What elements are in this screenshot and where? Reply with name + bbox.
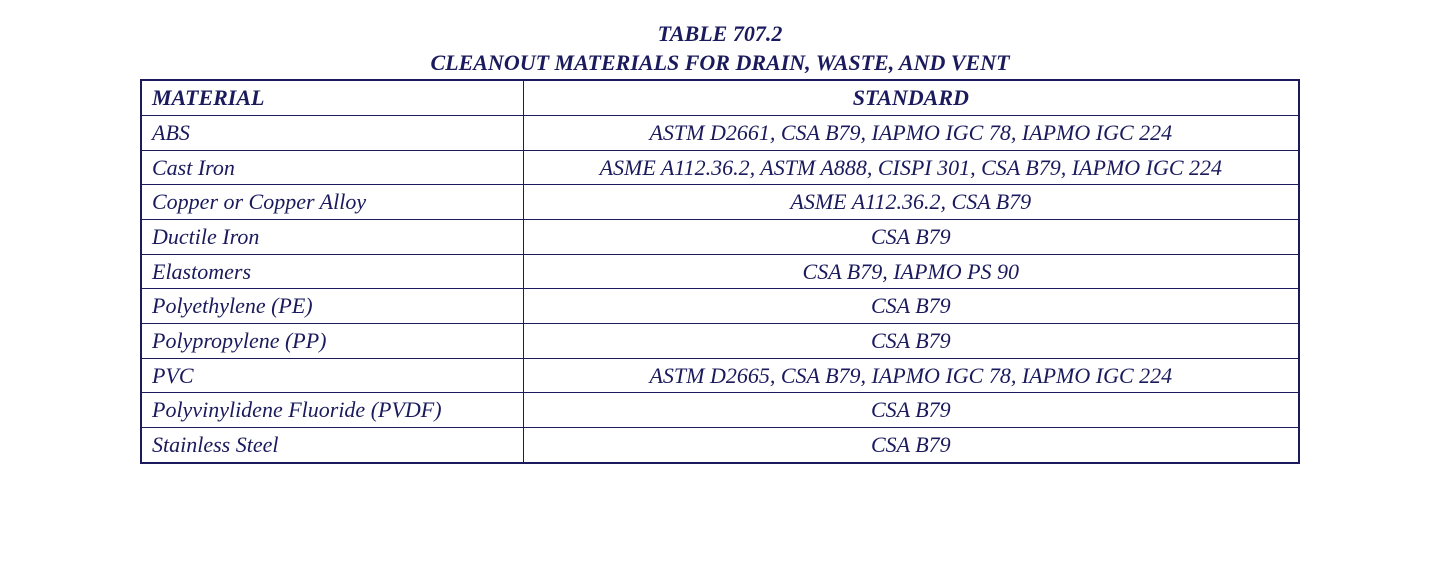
cell-material: Cast Iron (141, 150, 523, 185)
cell-standard: CSA B79 (523, 393, 1299, 428)
cell-material: Stainless Steel (141, 428, 523, 463)
table-number: TABLE 707.2 (140, 20, 1300, 49)
table-title: CLEANOUT MATERIALS FOR DRAIN, WASTE, AND… (140, 49, 1300, 78)
table-row: ABS ASTM D2661, CSA B79, IAPMO IGC 78, I… (141, 115, 1299, 150)
table-row: Elastomers CSA B79, IAPMO PS 90 (141, 254, 1299, 289)
cell-standard: CSA B79 (523, 428, 1299, 463)
table-header-row: MATERIAL STANDARD (141, 80, 1299, 115)
cell-standard: ASTM D2665, CSA B79, IAPMO IGC 78, IAPMO… (523, 358, 1299, 393)
cell-standard: ASME A112.36.2, CSA B79 (523, 185, 1299, 220)
cell-material: Polypropylene (PP) (141, 324, 523, 359)
table-row: Stainless Steel CSA B79 (141, 428, 1299, 463)
table-row: Polyvinylidene Fluoride (PVDF) CSA B79 (141, 393, 1299, 428)
cell-standard: CSA B79 (523, 289, 1299, 324)
cell-standard: ASME A112.36.2, ASTM A888, CISPI 301, CS… (523, 150, 1299, 185)
cell-material: Polyethylene (PE) (141, 289, 523, 324)
table-row: PVC ASTM D2665, CSA B79, IAPMO IGC 78, I… (141, 358, 1299, 393)
column-header-standard: STANDARD (523, 80, 1299, 115)
cell-standard: CSA B79 (523, 219, 1299, 254)
table-row: Copper or Copper Alloy ASME A112.36.2, C… (141, 185, 1299, 220)
table-row: Ductile Iron CSA B79 (141, 219, 1299, 254)
cell-material: PVC (141, 358, 523, 393)
table-container: TABLE 707.2 CLEANOUT MATERIALS FOR DRAIN… (140, 20, 1300, 464)
table-row: Polyethylene (PE) CSA B79 (141, 289, 1299, 324)
cell-standard: CSA B79, IAPMO PS 90 (523, 254, 1299, 289)
cell-material: ABS (141, 115, 523, 150)
column-header-material: MATERIAL (141, 80, 523, 115)
table-row: Polypropylene (PP) CSA B79 (141, 324, 1299, 359)
cell-standard: CSA B79 (523, 324, 1299, 359)
materials-table: MATERIAL STANDARD ABS ASTM D2661, CSA B7… (140, 79, 1300, 464)
table-row: Cast Iron ASME A112.36.2, ASTM A888, CIS… (141, 150, 1299, 185)
cell-material: Elastomers (141, 254, 523, 289)
cell-material: Copper or Copper Alloy (141, 185, 523, 220)
cell-standard: ASTM D2661, CSA B79, IAPMO IGC 78, IAPMO… (523, 115, 1299, 150)
cell-material: Ductile Iron (141, 219, 523, 254)
cell-material: Polyvinylidene Fluoride (PVDF) (141, 393, 523, 428)
